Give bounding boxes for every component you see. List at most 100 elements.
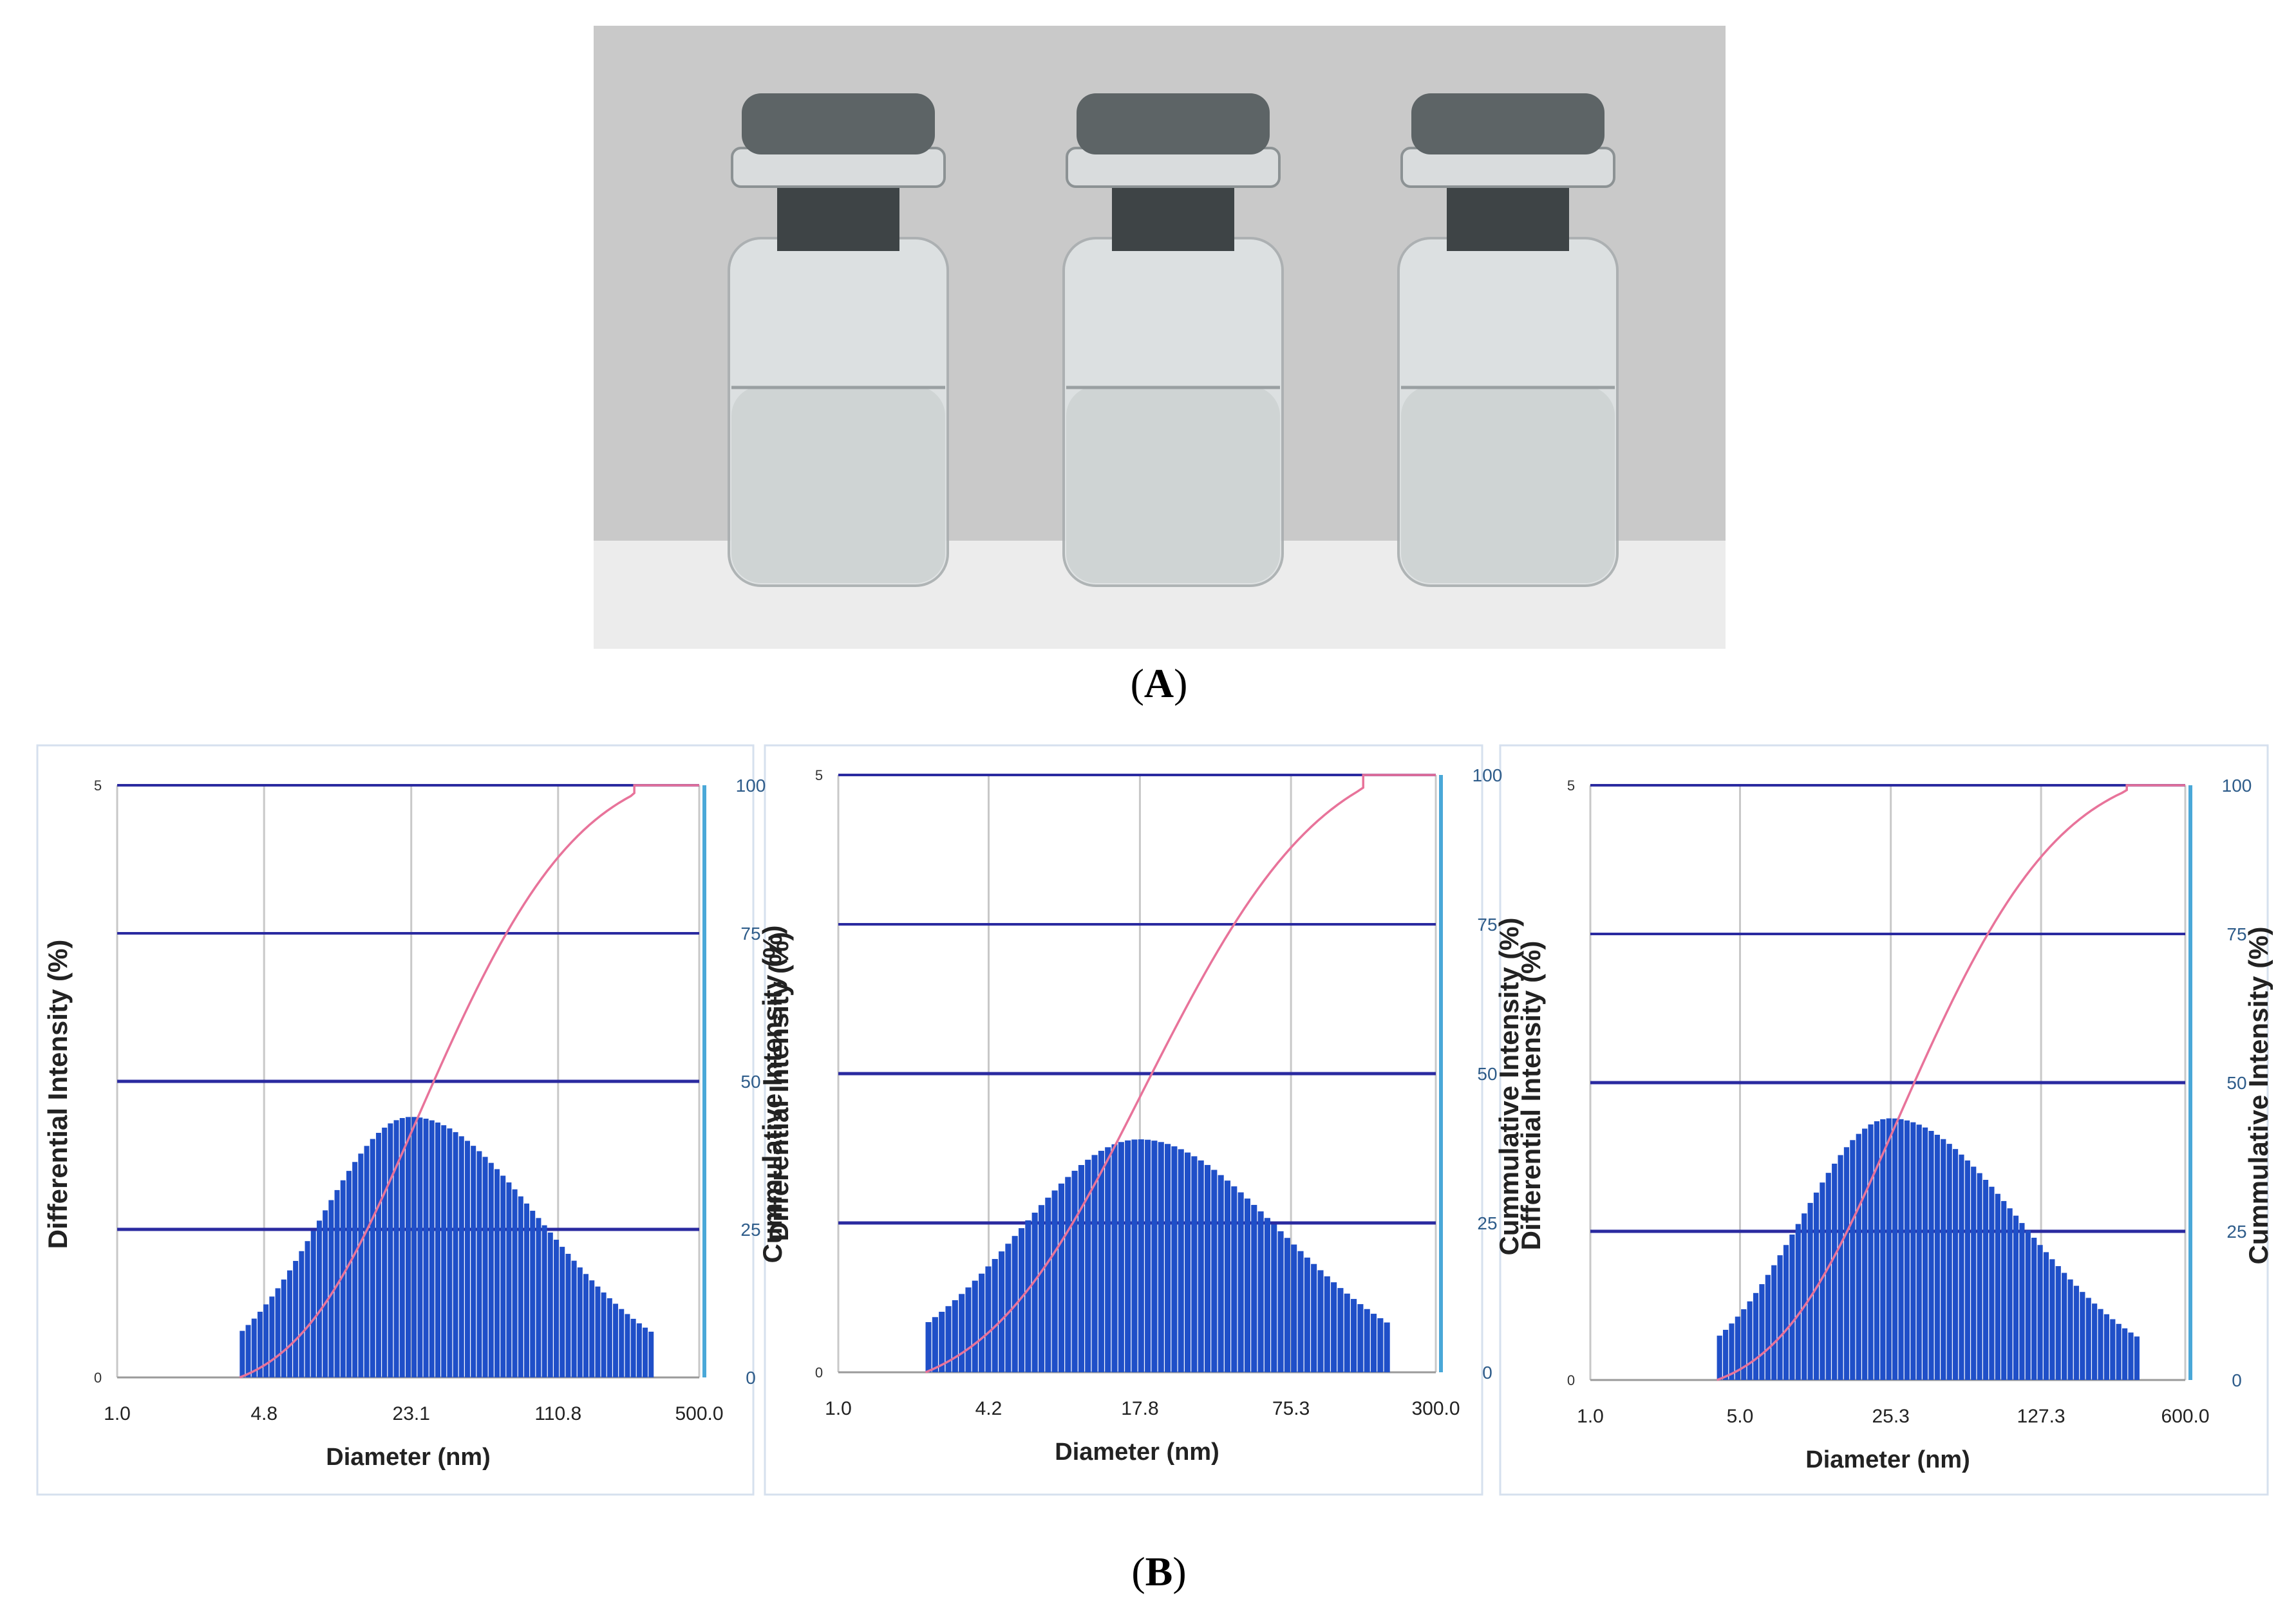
differential-bar [2025, 1230, 2031, 1380]
differential-bar [630, 1318, 636, 1377]
panel-a-paren-open: ( [1130, 660, 1144, 706]
differential-bar [1145, 1139, 1151, 1372]
differential-bar [1184, 1152, 1191, 1372]
differential-bar [1071, 1170, 1078, 1372]
differential-bar [1277, 1231, 1284, 1372]
vial [728, 93, 949, 587]
differential-bar [577, 1267, 583, 1377]
y2-tick-label: 75 [1477, 915, 1497, 935]
differential-bar [1038, 1205, 1045, 1372]
differential-bar [2055, 1266, 2061, 1380]
differential-bar [1284, 1238, 1290, 1372]
x-tick-label: 600.0 [2161, 1406, 2209, 1427]
differential-bar [411, 1117, 417, 1377]
differential-bar [393, 1120, 399, 1377]
differential-bar [310, 1231, 316, 1377]
differential-bar [643, 1327, 648, 1377]
differential-bar [1777, 1255, 1783, 1380]
differential-bar [1231, 1186, 1237, 1372]
differential-bar [1031, 1213, 1038, 1372]
vials [728, 93, 1619, 587]
differential-bar [1825, 1173, 1831, 1380]
differential-bar [1018, 1228, 1025, 1372]
differential-bar [1218, 1175, 1224, 1372]
differential-bar [1291, 1244, 1297, 1372]
vial-liquid [1066, 386, 1280, 583]
differential-bar [648, 1331, 654, 1377]
y2-axis-title: Cummulative Intensity (%) [1494, 917, 1524, 1255]
differential-bar [985, 1266, 992, 1372]
differential-bar [281, 1279, 287, 1377]
differential-bar [2128, 1332, 2134, 1380]
differential-bar [607, 1298, 612, 1377]
differential-bar [417, 1117, 423, 1377]
cumulative-line [1716, 784, 2185, 1381]
x-axis-title: Diameter (nm) [1805, 1446, 1970, 1473]
differential-bar [999, 1251, 1005, 1372]
y2-tick-label: 25 [2226, 1222, 2246, 1242]
differential-bar [959, 1294, 965, 1372]
differential-bar [1934, 1134, 1940, 1380]
x-tick-label: 25.3 [1872, 1406, 1909, 1427]
differential-bar [1151, 1141, 1158, 1372]
differential-bar [1051, 1190, 1058, 1372]
differential-bar [1251, 1204, 1257, 1372]
x-tick-label: 1.0 [825, 1398, 852, 1419]
differential-bar [925, 1322, 932, 1372]
vial [1062, 93, 1284, 587]
differential-bar [1085, 1159, 1091, 1372]
differential-bar [346, 1171, 352, 1377]
differential-bar [583, 1274, 589, 1377]
differential-bar [1198, 1160, 1204, 1372]
differential-bar [1098, 1150, 1104, 1372]
y-tick-label: 0 [815, 1365, 823, 1381]
differential-bar [2110, 1319, 2116, 1380]
y2-tick-label: 25 [740, 1220, 760, 1240]
differential-bar [1324, 1276, 1330, 1372]
differential-bar [2073, 1285, 2080, 1380]
differential-bar [429, 1120, 435, 1377]
differential-bar [1297, 1251, 1304, 1372]
differential-bar [1807, 1202, 1813, 1380]
differential-bar [1257, 1211, 1264, 1372]
cumulative-line [239, 784, 699, 1379]
differential-bar [1868, 1124, 1874, 1380]
differential-bar [263, 1304, 269, 1377]
differential-bar [453, 1132, 458, 1377]
x-tick-label: 4.8 [250, 1403, 278, 1424]
x-tick-label: 75.3 [1272, 1398, 1310, 1419]
y-tick-label: 0 [94, 1370, 102, 1386]
differential-bar [2019, 1223, 2025, 1380]
differential-bar [636, 1323, 642, 1377]
differential-bar [2031, 1237, 2037, 1380]
differential-bar [1771, 1265, 1777, 1380]
differential-bar [1838, 1155, 1843, 1380]
differential-bar [560, 1247, 565, 1377]
chart-frame [764, 744, 1483, 1496]
differential-bar [1065, 1177, 1071, 1372]
differential-bar [1783, 1245, 1789, 1380]
differential-bar [1304, 1257, 1310, 1372]
differential-bar [441, 1125, 447, 1377]
differential-bar [1928, 1130, 1934, 1380]
y-axis-title: Differential Intensity (%) [1516, 941, 1546, 1251]
differential-bar [1364, 1309, 1370, 1372]
differential-bar [269, 1296, 275, 1377]
x-tick-label: 110.8 [534, 1403, 581, 1424]
y2-tick-label: 100 [736, 776, 766, 796]
differential-bar [1995, 1193, 2000, 1380]
differential-bar [471, 1146, 476, 1377]
differential-bar [939, 1311, 945, 1372]
differential-bar [240, 1330, 245, 1377]
differential-bar [619, 1309, 625, 1377]
differential-bar [1091, 1155, 1098, 1372]
y-tick-label: 5 [1567, 778, 1575, 794]
differential-bar [589, 1280, 595, 1377]
differential-bar [1964, 1160, 1970, 1380]
differential-bar [2085, 1298, 2091, 1380]
y2-tick-label: 0 [746, 1368, 756, 1388]
panel-a-letter: A [1143, 660, 1174, 706]
differential-bar [275, 1288, 281, 1377]
differential-bar [2067, 1279, 2073, 1380]
differential-bar [388, 1123, 393, 1377]
